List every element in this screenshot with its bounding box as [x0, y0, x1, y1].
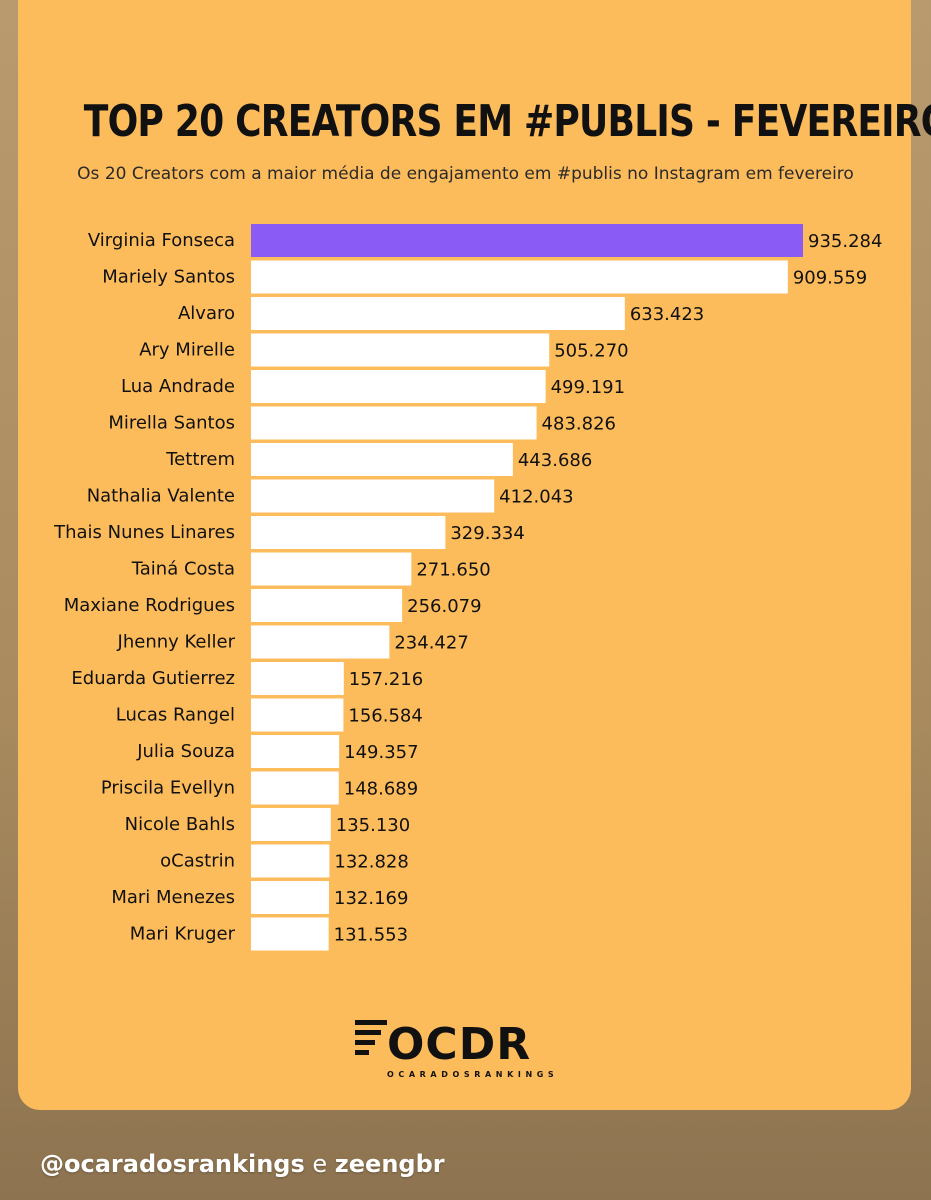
value-label: 443.686 — [518, 450, 592, 471]
bar — [251, 516, 446, 549]
bar — [251, 333, 550, 367]
bar-chart: Virginia Fonseca 935.284 Mariely Santos 909… — [53, 224, 882, 951]
category-label: Mariely Santos — [102, 267, 235, 288]
bar — [251, 479, 495, 513]
value-label: 148.689 — [344, 779, 418, 800]
category-label: Tainá Costa — [131, 559, 235, 580]
bar — [251, 917, 329, 951]
bar — [251, 881, 330, 914]
chart-title: TOP 20 CREATORS EM #PUBLIS - FEVEREIRO — [83, 96, 931, 147]
bar — [251, 625, 390, 659]
value-label: 156.584 — [348, 706, 422, 727]
category-label: Lua Andrade — [121, 376, 235, 397]
ocdr-logo-icon — [355, 1020, 387, 1055]
value-label: 271.650 — [416, 560, 490, 581]
category-label: Mari Menezes — [111, 887, 235, 908]
credit-handle-link[interactable]: @ocaradosrankings — [40, 1150, 305, 1178]
category-label: Maxiane Rodrigues — [64, 595, 235, 616]
category-label: Tettrem — [165, 449, 235, 470]
bar — [251, 297, 625, 330]
bar — [251, 406, 537, 440]
category-label: Virginia Fonseca — [88, 230, 235, 251]
bar — [251, 771, 339, 805]
bar — [251, 589, 403, 622]
value-label: 234.427 — [394, 633, 468, 654]
value-label: 132.169 — [334, 888, 408, 909]
credit-line: @ocaradosrankings e zeengbr — [40, 1150, 445, 1178]
bar — [251, 260, 788, 294]
bar — [251, 662, 344, 695]
brand-subtext: OCARADOSRANKINGS — [387, 1070, 559, 1079]
category-label: Nathalia Valente — [87, 486, 235, 507]
bar — [251, 224, 803, 257]
category-label: Jhenny Keller — [117, 632, 236, 653]
category-label: Priscila Evellyn — [101, 778, 235, 799]
value-label: 483.826 — [542, 414, 616, 435]
value-label: 149.357 — [344, 742, 418, 763]
value-label: 131.553 — [334, 925, 408, 946]
category-label: Julia Souza — [136, 741, 235, 762]
credit-partner-link[interactable]: zeengbr — [334, 1150, 445, 1178]
category-label: oCastrin — [160, 851, 235, 872]
category-label: Lucas Rangel — [116, 705, 235, 726]
credit-connector: e — [312, 1150, 328, 1178]
category-label: Mirella Santos — [108, 413, 235, 434]
bar — [251, 844, 330, 878]
value-label: 256.079 — [407, 596, 481, 617]
category-label: Mari Kruger — [130, 924, 236, 945]
value-label: 935.284 — [808, 231, 882, 252]
value-label: 499.191 — [551, 377, 625, 398]
value-label: 135.130 — [336, 815, 410, 836]
bar — [251, 370, 546, 403]
value-label: 329.334 — [450, 523, 524, 544]
category-label: Eduarda Gutierrez — [71, 668, 235, 689]
bar — [251, 698, 344, 732]
brand-name: OCDR — [387, 1019, 532, 1070]
infographic-card — [18, 0, 911, 1110]
bar — [251, 443, 513, 476]
category-label: Alvaro — [178, 303, 235, 324]
chart-subtitle: Os 20 Creators com a maior média de enga… — [77, 164, 854, 184]
category-label: Ary Mirelle — [139, 340, 235, 361]
value-label: 412.043 — [499, 487, 573, 508]
value-label: 633.423 — [630, 304, 704, 325]
value-label: 157.216 — [349, 669, 423, 690]
value-label: 909.559 — [793, 268, 867, 289]
bar — [251, 552, 412, 586]
category-label: Nicole Bahls — [125, 814, 235, 835]
category-label: Thais Nunes Linares — [53, 522, 235, 543]
bar — [251, 808, 331, 841]
value-label: 132.828 — [334, 852, 408, 873]
value-label: 505.270 — [554, 341, 628, 362]
brand-logo: OCDR OCARADOSRANKINGS — [355, 1010, 575, 1085]
bar — [251, 735, 340, 768]
